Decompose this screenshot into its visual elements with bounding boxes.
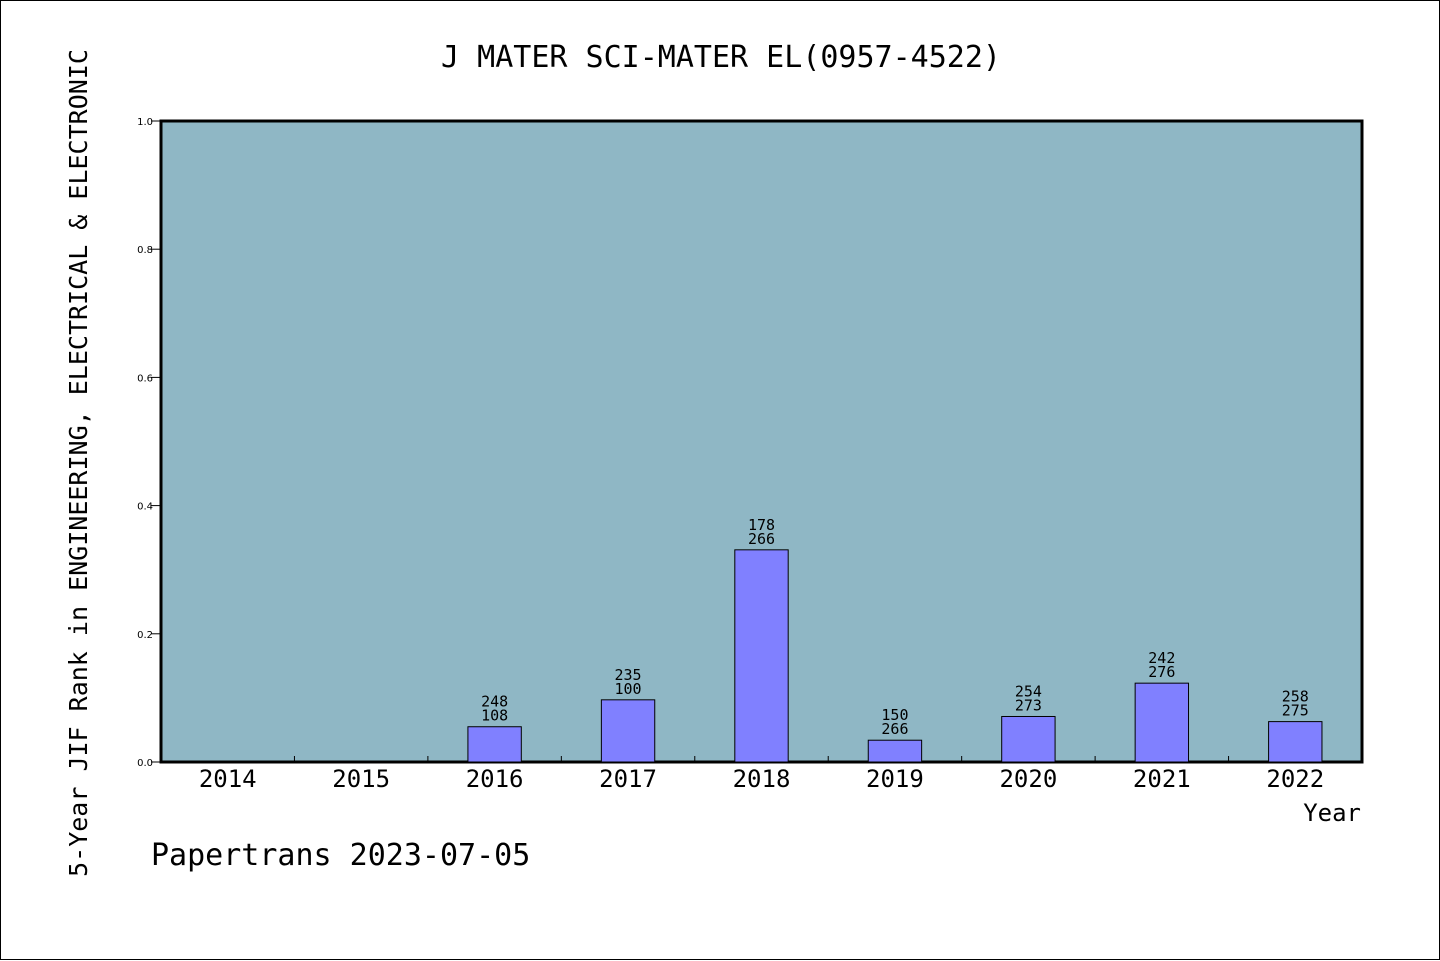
- bar-label-rank: 258: [1282, 688, 1309, 706]
- x-axis-ticks: 2014 2015 2016 2017 2018 2019 2020 2021 2022: [199, 756, 1324, 793]
- y-tick-label: 0.0: [137, 758, 153, 769]
- x-tick-label: 2018: [733, 765, 791, 793]
- bar-label-rank: 150: [881, 706, 908, 724]
- x-tick-label: 2019: [866, 765, 924, 793]
- bar-label-rank: 242: [1148, 649, 1175, 667]
- bar-2020: [1001, 715, 1056, 763]
- y-tick-label: 1.0: [137, 117, 153, 128]
- footer-source-date: Papertrans 2023-07-05: [151, 838, 530, 873]
- x-tick-label: 2016: [466, 765, 524, 793]
- bar-2022: [1268, 721, 1323, 763]
- y-tick-label: 0.8: [137, 245, 153, 256]
- x-tick-label: 2015: [332, 765, 390, 793]
- bars-group: [467, 549, 1323, 763]
- y-axis-label: 5-Year JIF Rank in ENGINEERING, ELECTRIC…: [64, 49, 93, 877]
- bar-label-total: 100: [615, 680, 642, 698]
- bar-label-total: 273: [1015, 696, 1042, 714]
- x-axis-label: Year: [1303, 799, 1361, 827]
- bar-label-total: 266: [748, 530, 775, 548]
- bar-labels-group: 2481082351001782661502662542732422762582…: [481, 516, 1309, 738]
- bar-2019: [867, 739, 923, 763]
- bar-label-rank: 178: [748, 516, 775, 534]
- bar-label-total: 275: [1282, 702, 1309, 720]
- x-tick-label: 2014: [199, 765, 257, 793]
- y-tick-label: 0.4: [137, 502, 153, 513]
- bar-label-total: 276: [1148, 663, 1175, 681]
- x-tick-label: 2020: [999, 765, 1057, 793]
- bar-label-total: 108: [481, 707, 508, 725]
- y-tick-label: 0.6: [137, 373, 153, 384]
- y-tick-label: 0.2: [137, 630, 153, 641]
- bar-2018: [734, 549, 789, 763]
- bar-2016: [467, 726, 522, 763]
- bar-label-rank: 248: [481, 693, 508, 711]
- x-tick-label: 2017: [599, 765, 657, 793]
- x-tick-label: 2022: [1266, 765, 1324, 793]
- bar-2017: [600, 699, 656, 763]
- bar-2021: [1134, 682, 1190, 763]
- y-axis-ticks: 0.0 0.2 0.4 0.6 0.8 1.0: [137, 117, 161, 769]
- bar-label-total: 266: [881, 720, 908, 738]
- bar-label-rank: 235: [615, 666, 642, 684]
- chart-title: J MATER SCI-MATER EL(0957-4522): [441, 40, 1001, 75]
- x-tick-label: 2021: [1133, 765, 1191, 793]
- bar-label-rank: 254: [1015, 682, 1042, 700]
